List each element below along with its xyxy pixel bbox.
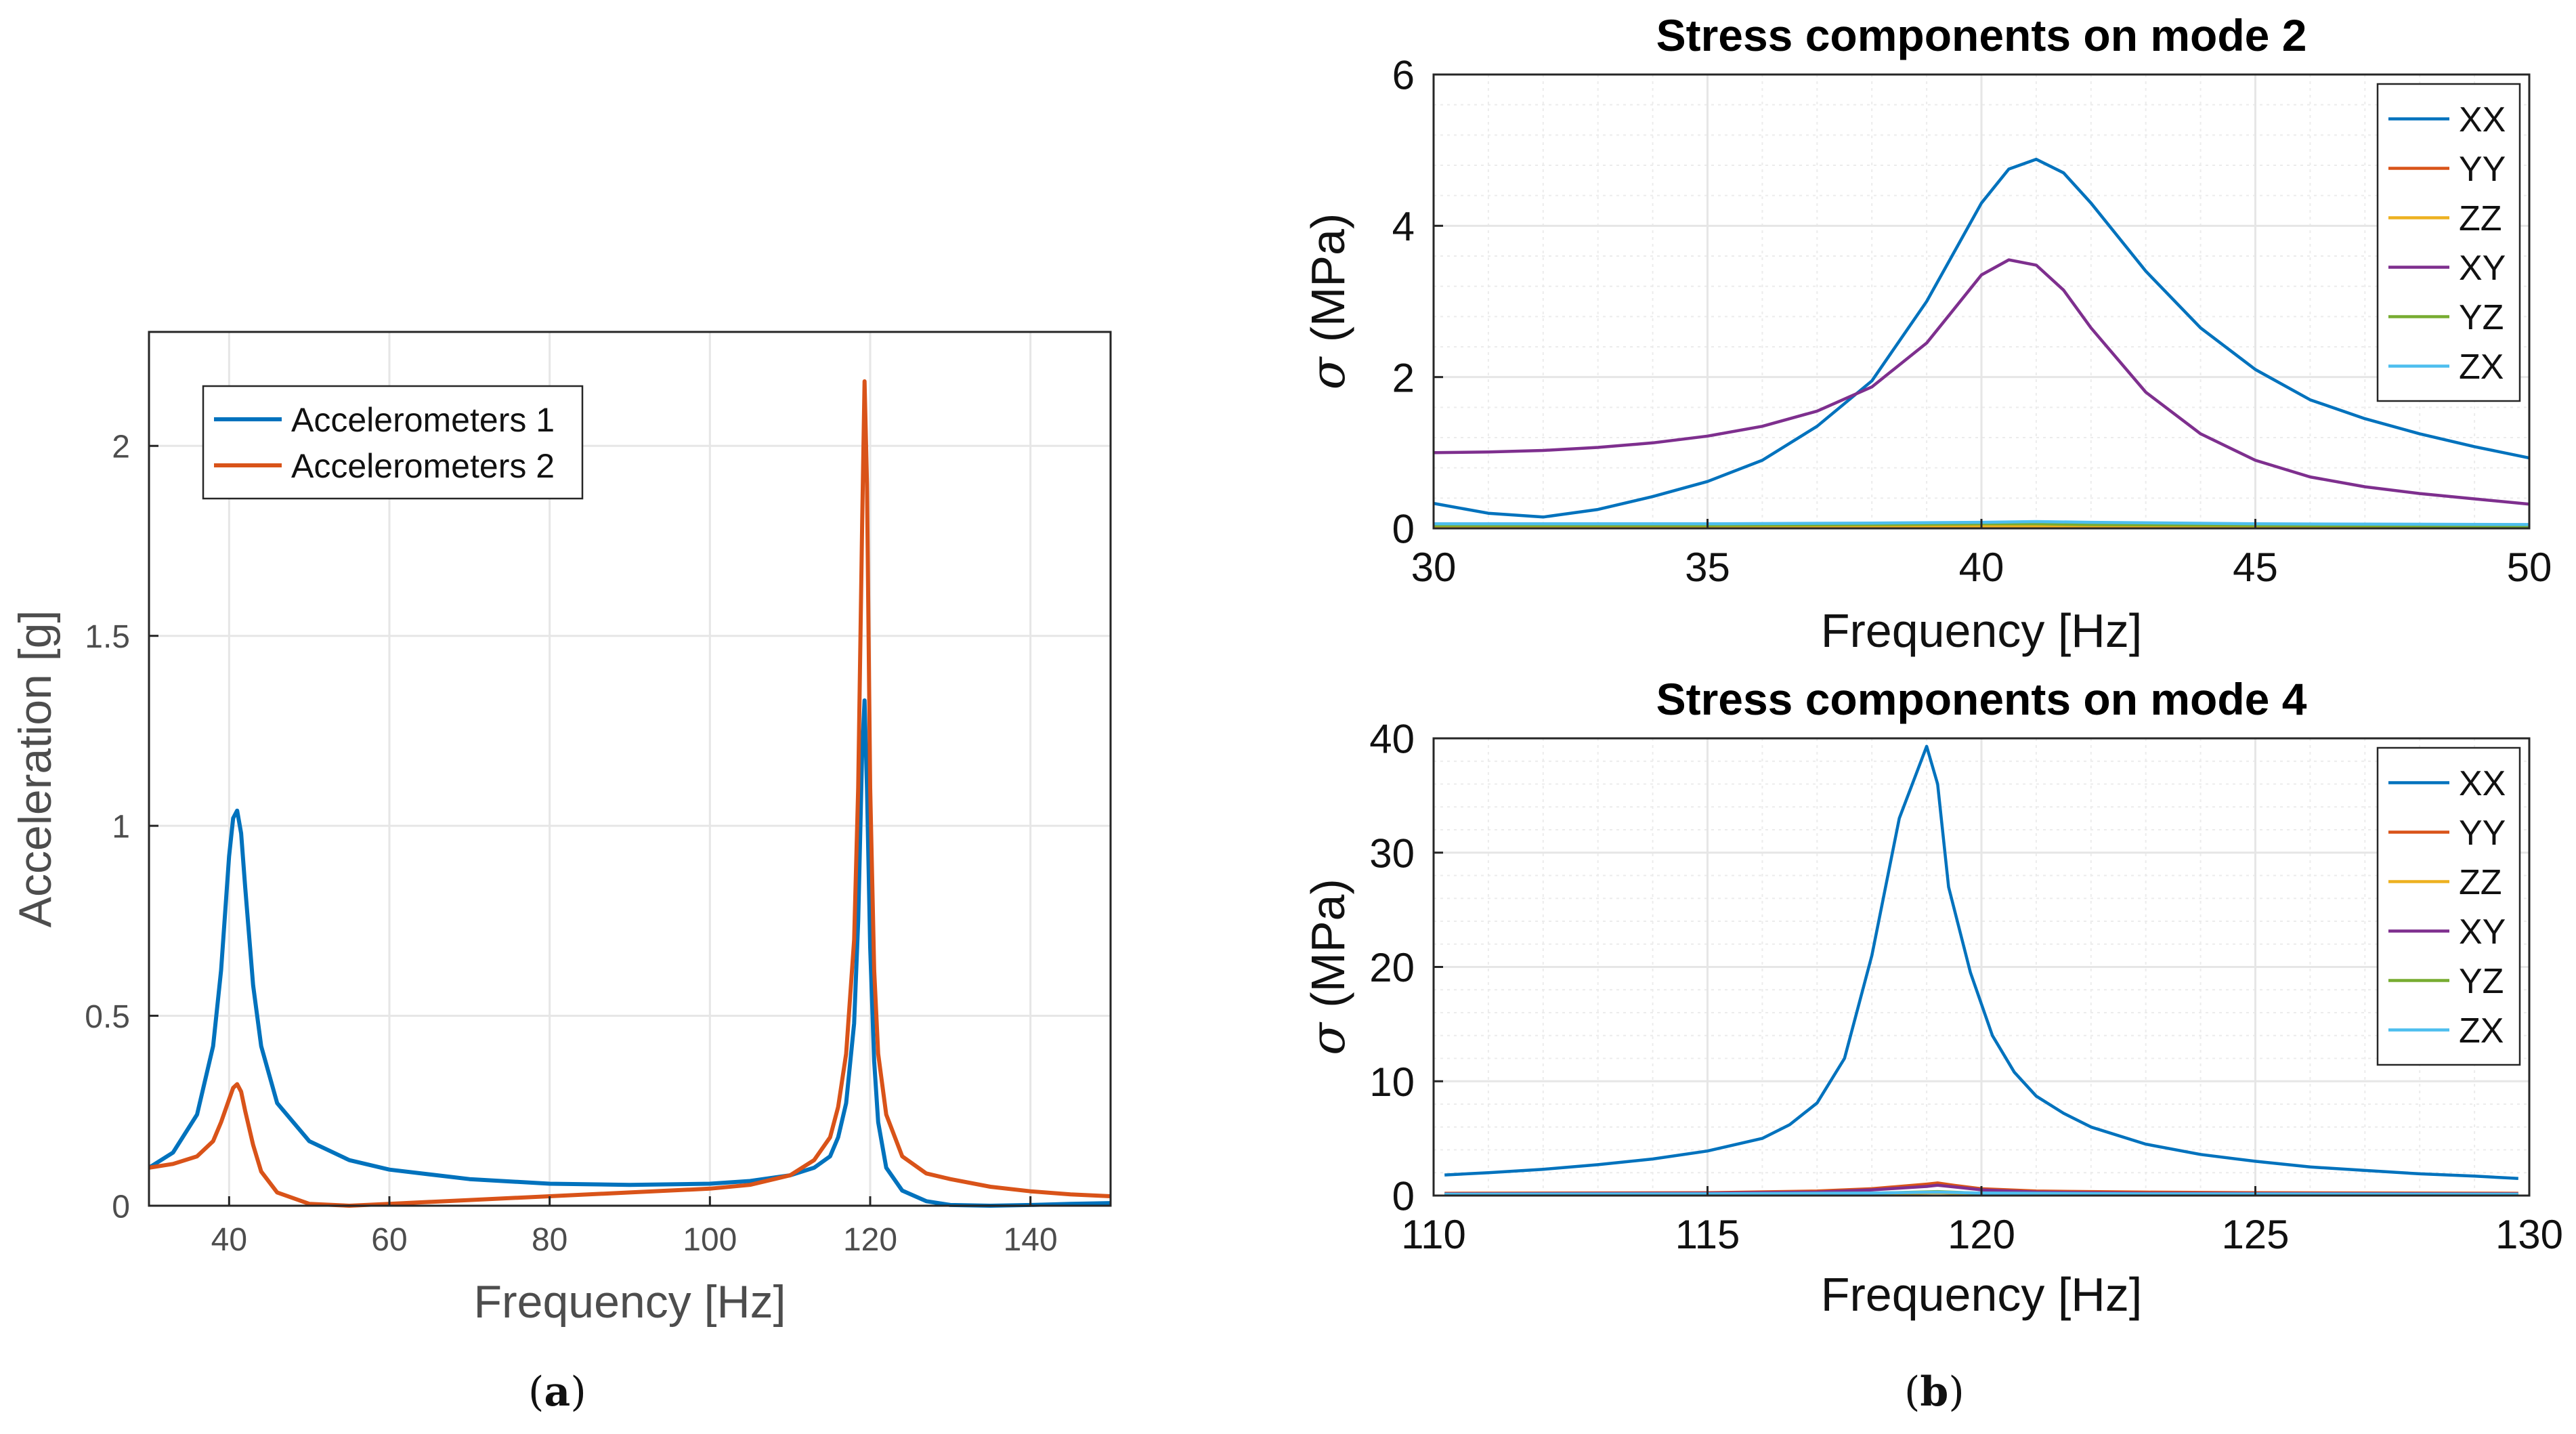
legend-label: ZZ [2459,863,2502,902]
y-tick-label: 40 [1369,717,1415,762]
caption-b-close: ) [1948,1368,1965,1416]
legend-label: XX [2459,100,2506,140]
legend-box [2376,746,2521,1066]
x-tick-label: 130 [2495,1212,2563,1257]
y-tick-label: 1.5 [85,619,130,655]
y-tick-label: 0 [112,1189,130,1225]
caption-a: (a) [528,1368,586,1416]
x-tick-label: 40 [211,1222,247,1258]
y-tick-label: 0 [1392,1174,1415,1219]
legend-label: XY [2459,912,2506,952]
y-axis-label: Acceleration [g] [9,610,61,928]
x-tick-label: 50 [2507,545,2552,590]
y-tick-label: 20 [1369,945,1415,990]
y-axis-label-text: (MPa) [1302,879,1354,1008]
sigma-symbol: σ [1300,342,1356,389]
legend-label: XX [2459,764,2506,803]
legend-label: Accelerometers 2 [291,447,555,485]
y-axis-label-text: (MPa) [1302,213,1354,343]
y-tick-label: 4 [1392,204,1415,249]
legend-label: ZZ [2459,199,2502,238]
x-axis-label: Frequency [Hz] [1821,604,2143,657]
y-axis-label-text: Acceleration [g] [9,610,61,928]
x-tick-label: 30 [1411,545,1457,590]
series-line-xy [1433,258,2530,506]
caption-b: (b) [1904,1368,1965,1416]
caption-a-close: ) [570,1368,586,1416]
series-line-xx [1444,744,2518,1180]
x-tick-label: 40 [1959,545,2004,590]
y-axis-label: σ (MPa) [1300,213,1356,390]
y-tick-label: 2 [1392,355,1415,400]
chart-mode2: 30 35 40 45 50 0 2 4 6 Frequency [Hz] σ (MPa) Stres… [1300,10,2552,657]
y-tick-label: 0 [1392,507,1415,552]
legend-label: YY [2459,814,2506,853]
chart-title: Stress components on mode 2 [1656,10,2307,60]
sigma-symbol: σ [1300,1008,1356,1055]
x-tick-label: 110 [1401,1212,1466,1257]
y-tick-label: 30 [1369,830,1415,876]
legend-label: ZX [2459,347,2504,387]
chart-accel: 40 60 80 100 120 140 0 0.5 1 1.5 2 Frequency [Hz] Ac… [9,331,1112,1328]
x-tick-label: 140 [1004,1222,1058,1258]
legend-box [2376,83,2521,402]
chart-mode4: 110 115 120 125 130 0 10 20 30 40 Frequency [Hz] σ … [1300,674,2563,1321]
x-tick-label: 115 [1675,1212,1740,1257]
legend: XX YY ZZ XY YZ ZX [2376,83,2521,402]
series-line-accelerometers-2 [148,379,1111,1208]
legend-box [202,385,584,500]
x-tick-label: 80 [532,1222,567,1258]
axes-box [148,331,1112,1207]
legend: Accelerometers 1 Accelerometers 2 [202,385,584,500]
legend-label: Accelerometers 1 [291,401,555,439]
y-tick-label: 6 [1392,53,1415,98]
x-axis-label: Frequency [Hz] [1821,1268,2143,1321]
caption-a-letter: a [544,1368,571,1416]
legend-label: XY [2459,249,2506,288]
x-tick-label: 45 [2233,545,2278,590]
y-tick-label: 2 [112,429,130,465]
series-line-xx [1433,157,2530,519]
chart-title: Stress components on mode 4 [1656,674,2307,724]
legend-label: ZX [2459,1011,2504,1051]
x-tick-label: 35 [1685,545,1730,590]
legend-label: YZ [2459,962,2504,1001]
caption-b-letter: b [1920,1368,1949,1416]
legend-label: YZ [2459,298,2504,337]
caption-a-open: ( [528,1368,544,1416]
x-tick-label: 120 [843,1222,897,1258]
x-tick-label: 100 [683,1222,737,1258]
caption-b-open: ( [1904,1368,1920,1416]
x-tick-label: 60 [371,1222,407,1258]
x-tick-label: 120 [1948,1212,2015,1257]
legend-label: YY [2459,150,2506,189]
y-tick-label: 10 [1369,1059,1415,1105]
x-axis-label: Frequency [Hz] [473,1276,786,1328]
series-line-zx [1434,520,2530,526]
y-tick-label: 1 [112,809,130,845]
y-tick-label: 0.5 [85,999,130,1035]
y-axis-label: σ (MPa) [1300,879,1356,1055]
legend: XX YY ZZ XY YZ ZX [2376,746,2521,1066]
x-tick-label: 125 [2221,1212,2289,1257]
